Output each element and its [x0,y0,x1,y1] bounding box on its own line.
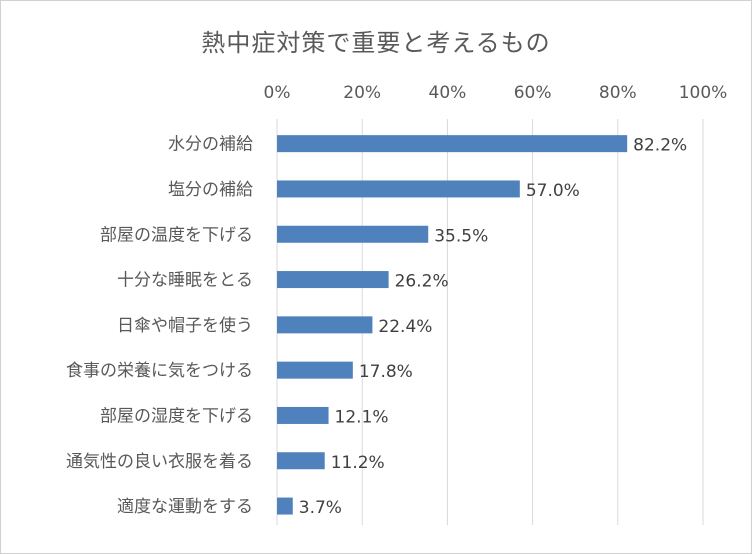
bar [277,135,628,153]
category-label: 部屋の湿度を下げる [100,406,253,426]
bar [277,452,325,470]
data-label: 82.2% [633,136,687,156]
x-tick-label: 0% [264,83,291,103]
x-tick-label: 20% [343,83,381,103]
bar [277,271,389,289]
category-label: 食事の栄養に気をつける [66,361,253,381]
bar [277,497,293,515]
category-label: 日傘や帽子を使う [117,315,253,336]
category-label: 十分な睡眠をとる [117,271,253,291]
data-label: 3.7% [299,498,342,518]
x-tick-label: 80% [599,83,637,103]
data-label: 26.2% [395,272,449,292]
bar [277,316,373,334]
x-tick-label: 40% [429,83,467,103]
bar [277,406,329,424]
category-label: 通気性の良い衣服を着る [66,452,253,472]
x-tick-label: 60% [514,83,552,103]
data-label: 57.0% [526,181,580,201]
data-label: 17.8% [359,362,413,382]
x-tick-label: 100% [679,83,728,103]
data-label: 11.2% [331,453,385,473]
data-label: 22.4% [378,317,432,337]
bar [277,225,429,243]
category-label: 塩分の補給 [168,180,253,200]
category-label: 水分の補給 [168,135,253,155]
category-label: 適度な運動をする [117,497,253,517]
data-label: 12.1% [335,407,389,427]
category-label: 部屋の温度を下げる [100,225,253,245]
chart-title: 熱中症対策で重要と考えるもの [201,29,551,57]
bar [277,180,520,198]
data-label: 35.5% [434,226,488,246]
bar [277,361,353,379]
